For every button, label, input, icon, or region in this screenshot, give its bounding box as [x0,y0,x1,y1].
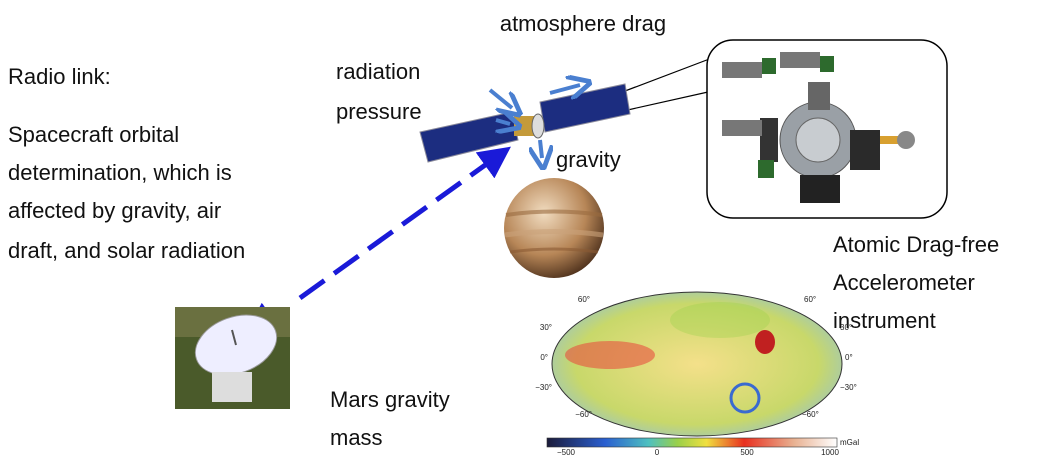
lat-label: −30° [535,383,552,392]
atmosphere-drag-label: atmosphere drag [500,11,666,36]
diagram: atmosphere drag Radio link: Spacecraft o… [0,0,1040,457]
text-line: draft, and solar radiation [8,238,245,263]
colorbar-tick: 500 [740,448,754,457]
colorbar-tick: 1000 [821,448,839,457]
lat-label: −30° [840,383,857,392]
text-line: determination, which is [8,160,232,185]
gravity-map [547,292,842,447]
orbit-description: Spacecraft orbital determination, which … [8,122,245,263]
radiation-pressure-label: radiation pressure [336,59,427,124]
lat-label: 0° [540,353,548,362]
colorbar-tick: 0 [655,448,660,457]
instrument-label: Atomic Drag-free Accelerometer instrumen… [833,232,1005,333]
lat-label: 30° [840,323,852,332]
text-line: Atomic Drag-free [833,232,999,257]
lat-label: 30° [540,323,552,332]
radio-link-label: Radio link: [8,64,111,89]
lat-label: −60° [802,410,819,419]
lat-label: 60° [578,295,590,304]
lat-label: 60° [804,295,816,304]
text-line: mass [330,425,383,450]
radio-link-arrow [300,158,495,298]
text-line: pressure [336,99,422,124]
planet [504,178,604,278]
ground-antenna [175,304,290,409]
lat-label: 0° [845,353,853,362]
text-line: Accelerometer [833,270,975,295]
mars-label: Mars gravity mass [330,387,456,450]
gravity-label: gravity [556,147,621,172]
lat-label: −60° [575,410,592,419]
text-line: Spacecraft orbital [8,122,179,147]
text-line: affected by gravity, air [8,198,221,223]
arrow-head [480,156,498,169]
colorbar-tick: −500 [557,448,576,457]
text-line: Mars gravity [330,387,450,412]
text-line: radiation [336,59,420,84]
colorbar-unit: mGal [840,438,859,447]
